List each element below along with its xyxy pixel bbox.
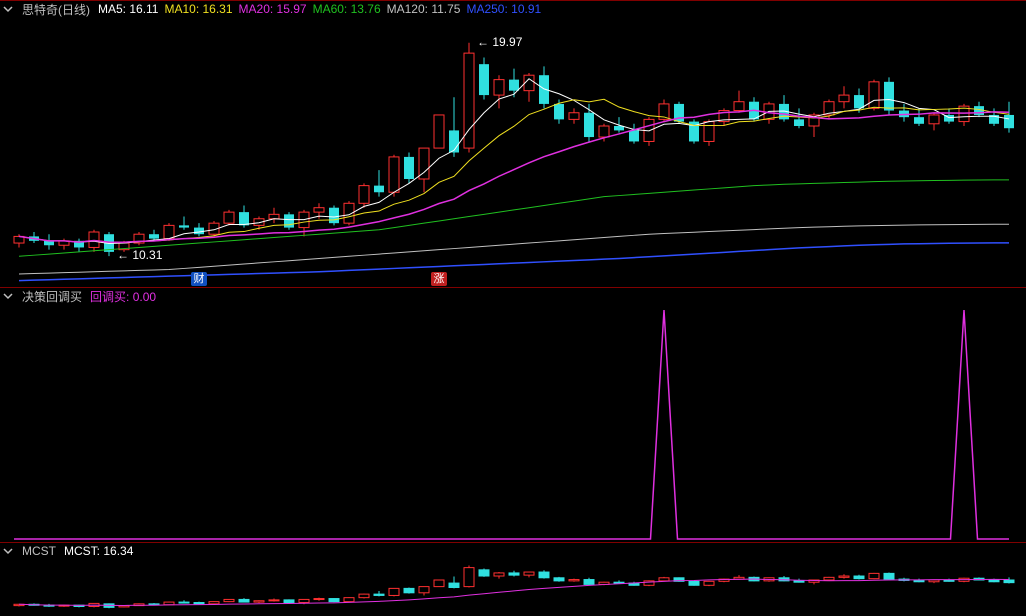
price-label: ← 19.97 xyxy=(477,35,522,49)
expand-icon[interactable] xyxy=(2,545,14,557)
event-marker[interactable]: 涨 xyxy=(431,272,447,286)
indicator2-chart[interactable] xyxy=(0,559,1026,616)
ma-label: MA120: 11.75 xyxy=(387,2,461,16)
ma-label: MA60: 13.76 xyxy=(313,2,381,16)
price-label: ← 10.31 xyxy=(117,248,162,262)
indicator1-panel[interactable]: 决策回调买 回调买: 0.00 xyxy=(0,287,1026,543)
indicator2-panel[interactable]: MCST MCST: 16.34 xyxy=(0,542,1026,616)
ind1-title: 决策回调买 xyxy=(22,288,82,305)
ma-label: MA20: 15.97 xyxy=(239,2,307,16)
event-marker[interactable]: 财 xyxy=(191,272,207,286)
expand-icon[interactable] xyxy=(2,290,14,302)
ind1-sub: 回调买: 0.00 xyxy=(90,288,156,305)
ma-label: MA5: 16.11 xyxy=(98,2,158,16)
ma-label: MA250: 10.91 xyxy=(466,2,541,16)
ind2-sub: MCST: 16.34 xyxy=(64,544,133,558)
main-panel[interactable]: 思特奇(日线) MA5: 16.11 MA10: 16.31 MA20: 15.97… xyxy=(0,0,1026,288)
ma-labels: MA5: 16.11 MA10: 16.31 MA20: 15.97 MA60: 13… xyxy=(98,2,547,16)
ind1-header: 决策回调买 回调买: 0.00 xyxy=(0,288,1026,304)
ma-label: MA10: 16.31 xyxy=(164,2,232,16)
ind2-header: MCST MCST: 16.34 xyxy=(0,543,1026,559)
expand-icon[interactable] xyxy=(2,3,14,15)
ind2-title: MCST xyxy=(22,544,56,558)
indicator1-chart[interactable] xyxy=(0,304,1026,543)
stock-title: 思特奇(日线) xyxy=(22,1,90,18)
chart-container: 思特奇(日线) MA5: 16.11 MA10: 16.31 MA20: 15.97… xyxy=(0,0,1026,615)
main-header: 思特奇(日线) MA5: 16.11 MA10: 16.31 MA20: 15.97… xyxy=(0,1,1026,17)
